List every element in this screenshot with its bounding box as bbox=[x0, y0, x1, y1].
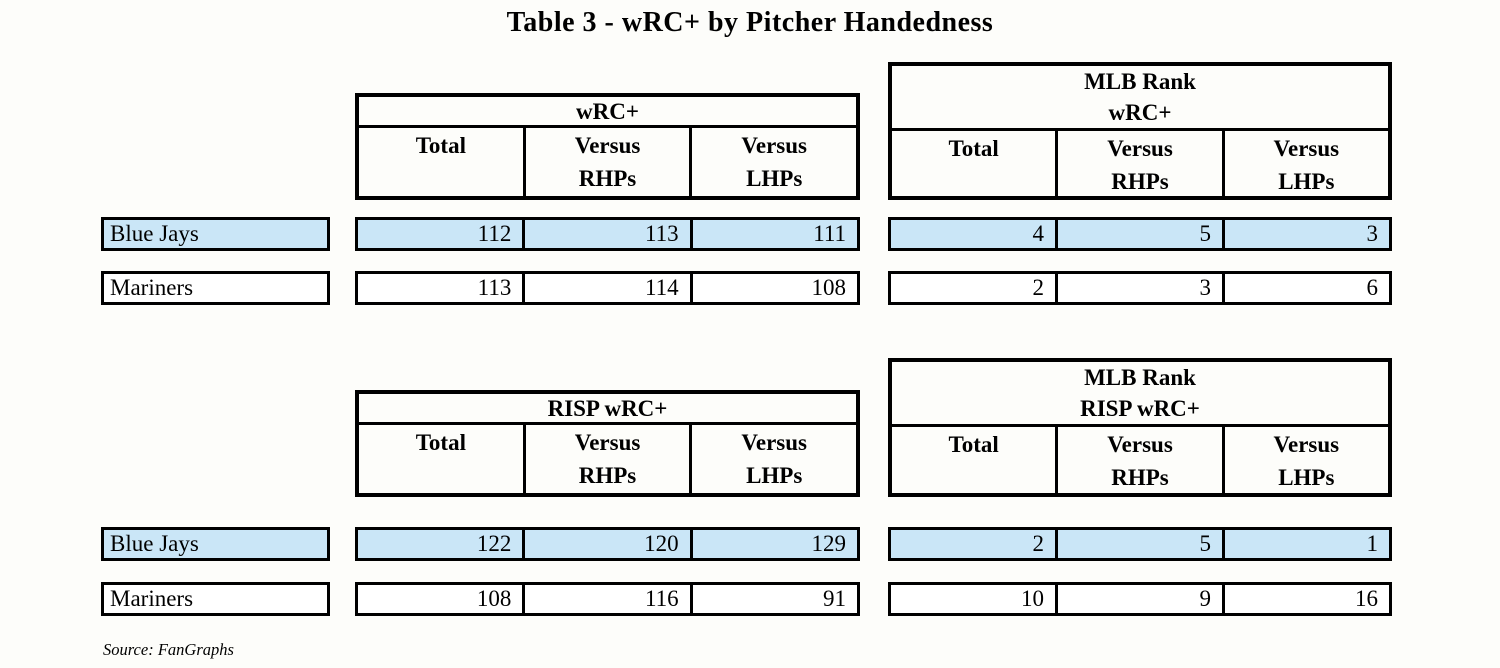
risp-wrc-header-table: RISP wRC+ Total Versus RHPs Versus LHPs bbox=[355, 390, 860, 497]
team-label-blue-jays-risp: Blue Jays bbox=[101, 527, 330, 561]
wrc-values-row-blue-jays: 112 113 111 bbox=[355, 217, 860, 251]
mlb-rank-risp-wrc-header-title: MLB Rank RISP wRC+ bbox=[892, 362, 1388, 427]
cell-wrc-bluejays-vs-lhps: 111 bbox=[689, 220, 857, 248]
cell-rank-wrc-bluejays-total: 4 bbox=[1032, 221, 1045, 246]
risp-wrc-header-title: RISP wRC+ bbox=[359, 394, 856, 425]
team-label-blue-jays-wrc: Blue Jays bbox=[101, 217, 330, 251]
cell-rank-risp-bluejays-vs-rhps: 5 bbox=[1055, 530, 1222, 558]
source-note: Source: FanGraphs bbox=[103, 640, 234, 659]
rank-wrc-values-row-blue-jays: 4 5 3 bbox=[888, 217, 1392, 251]
cell-risp-mariners-total: 108 bbox=[476, 586, 512, 611]
rank-risp-values-row-mariners: 10 9 16 bbox=[888, 582, 1392, 616]
cell-risp-mariners-vs-lhps: 91 bbox=[689, 585, 857, 613]
wrc-col-versus-lhps: Versus LHPs bbox=[689, 128, 856, 196]
mlb-rank-wrc-col-versus-lhps: Versus LHPs bbox=[1221, 131, 1388, 198]
page-title: Table 3 - wRC+ by Pitcher Handedness bbox=[506, 7, 994, 38]
rank-risp-values-row-blue-jays: 2 5 1 bbox=[888, 527, 1392, 561]
cell-rank-risp-mariners-total: 10 bbox=[1021, 586, 1044, 611]
mlb-rank-wrc-header-columns: Total Versus RHPs Versus LHPs bbox=[892, 131, 1388, 198]
mlb-rank-wrc-col-total: Total bbox=[948, 136, 999, 161]
mlb-rank-risp-wrc-col-versus-lhps: Versus LHPs bbox=[1221, 427, 1388, 494]
risp-wrc-col-versus-lhps: Versus LHPs bbox=[689, 425, 856, 493]
cell-wrc-mariners-total: 113 bbox=[477, 275, 512, 300]
cell-wrc-bluejays-total: 112 bbox=[477, 221, 512, 246]
wrc-header-table: wRC+ Total Versus RHPs Versus LHPs bbox=[355, 93, 860, 200]
cell-risp-bluejays-vs-rhps: 120 bbox=[522, 530, 689, 558]
cell-wrc-bluejays-vs-rhps: 113 bbox=[522, 220, 689, 248]
mlb-rank-wrc-header-title: MLB Rank wRC+ bbox=[892, 66, 1388, 131]
rank-wrc-values-row-mariners: 2 3 6 bbox=[888, 271, 1392, 305]
cell-rank-risp-mariners-vs-lhps: 16 bbox=[1222, 585, 1389, 613]
risp-wrc-values-row-mariners: 108 116 91 bbox=[355, 582, 860, 616]
cell-rank-wrc-mariners-vs-lhps: 6 bbox=[1222, 274, 1389, 302]
cell-risp-mariners-vs-rhps: 116 bbox=[522, 585, 689, 613]
cell-rank-risp-mariners-vs-rhps: 9 bbox=[1055, 585, 1222, 613]
cell-rank-risp-bluejays-total: 2 bbox=[1032, 531, 1045, 556]
cell-risp-bluejays-vs-lhps: 129 bbox=[689, 530, 857, 558]
wrc-header-columns: Total Versus RHPs Versus LHPs bbox=[359, 128, 856, 196]
cell-rank-wrc-mariners-vs-rhps: 3 bbox=[1055, 274, 1222, 302]
risp-wrc-col-versus-rhps: Versus RHPs bbox=[522, 425, 690, 493]
team-label-mariners-risp: Mariners bbox=[101, 582, 330, 616]
mlb-rank-wrc-col-versus-rhps: Versus RHPs bbox=[1055, 131, 1221, 198]
cell-rank-wrc-mariners-total: 2 bbox=[1032, 275, 1045, 300]
mlb-rank-risp-wrc-col-versus-rhps: Versus RHPs bbox=[1055, 427, 1221, 494]
mlb-rank-risp-wrc-header-columns: Total Versus RHPs Versus LHPs bbox=[892, 427, 1388, 494]
cell-wrc-mariners-vs-rhps: 114 bbox=[522, 274, 689, 302]
wrc-header-title: wRC+ bbox=[359, 97, 856, 128]
risp-wrc-header-columns: Total Versus RHPs Versus LHPs bbox=[359, 425, 856, 493]
cell-rank-wrc-bluejays-vs-lhps: 3 bbox=[1222, 220, 1389, 248]
team-label-mariners-wrc: Mariners bbox=[101, 271, 330, 305]
cell-risp-bluejays-total: 122 bbox=[476, 531, 512, 556]
mlb-rank-wrc-header-table: MLB Rank wRC+ Total Versus RHPs Versus L… bbox=[888, 62, 1392, 200]
risp-wrc-col-total: Total bbox=[415, 430, 466, 455]
mlb-rank-risp-wrc-col-total: Total bbox=[948, 432, 999, 457]
cell-rank-wrc-bluejays-vs-rhps: 5 bbox=[1055, 220, 1222, 248]
wrc-col-versus-rhps: Versus RHPs bbox=[522, 128, 690, 196]
wrc-values-row-mariners: 113 114 108 bbox=[355, 271, 860, 305]
mlb-rank-risp-wrc-header-table: MLB Rank RISP wRC+ Total Versus RHPs Ver… bbox=[888, 358, 1392, 497]
risp-wrc-values-row-blue-jays: 122 120 129 bbox=[355, 527, 860, 561]
cell-wrc-mariners-vs-lhps: 108 bbox=[689, 274, 857, 302]
wrc-col-total: Total bbox=[415, 133, 466, 158]
cell-rank-risp-bluejays-vs-lhps: 1 bbox=[1222, 530, 1389, 558]
